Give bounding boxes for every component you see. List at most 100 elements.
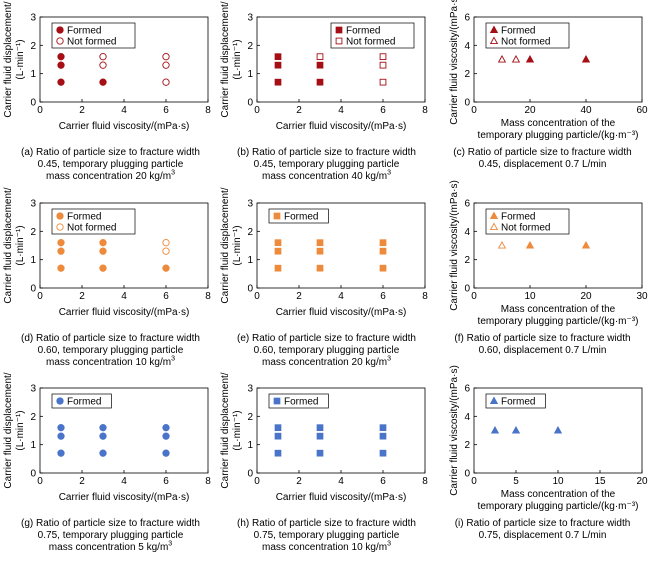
caption-superscript: 3	[387, 355, 391, 363]
legend-box	[485, 393, 546, 409]
data-point	[99, 449, 107, 457]
data-point	[316, 239, 324, 247]
chart-panel-f: 0 10 20 30 0 2 4 6 Mass concentration of thetemp…	[449, 180, 648, 327]
data-point	[57, 247, 65, 255]
plot-frame	[473, 16, 643, 103]
y-tick-label: 0	[247, 284, 253, 295]
chart-panel-g: 0 2 4 6 8 0 1 2 3 Carrier fluid viscosity/(mPa·s)…	[3, 372, 211, 503]
caption-line1: (g) Ratio of particle size to fracture w…	[21, 518, 200, 529]
x-tick-label: 0	[254, 105, 260, 116]
y-axis-label: Carrier fluid displacement/	[220, 372, 231, 488]
x-axis-label: Carrier fluid viscosity/(mPa·s)	[276, 307, 407, 318]
x-tick-label: 6	[380, 291, 386, 302]
data-point	[162, 449, 170, 457]
y-tick-label: 4	[464, 412, 470, 423]
y-tick-label: 4	[464, 227, 470, 238]
legend-box	[51, 393, 112, 409]
legend-label: Not formed	[67, 37, 116, 48]
legend-label: Formed	[67, 397, 101, 408]
caption-line3-text: mass concentration 10 kg/m	[46, 357, 172, 368]
x-axis-label: temporary plugging particle/(kg·m⁻³)	[478, 501, 639, 512]
y-axis-label: Carrier fluid viscosity/(mPa·s)	[449, 365, 460, 496]
data-point	[316, 78, 324, 86]
y-tick-label: 0	[30, 469, 36, 480]
x-axis-label: Carrier fluid viscosity/(mPa·s)	[59, 121, 190, 132]
y-tick-label: 3	[30, 13, 36, 24]
data-point	[525, 54, 535, 63]
data-point	[99, 432, 107, 440]
data-point	[99, 239, 107, 247]
data-point	[316, 432, 324, 440]
data-point	[99, 53, 107, 61]
legend-label: Formed	[284, 397, 318, 408]
x-tick-label: 4	[338, 105, 344, 116]
caption-superscript: 3	[387, 540, 391, 548]
caption-line2: 0.60, temporary plugging particle	[253, 345, 400, 356]
data-point	[316, 247, 324, 255]
caption-superscript: 3	[171, 355, 175, 363]
legend-label: Not formed	[501, 37, 550, 48]
x-tick-label: 0	[471, 105, 477, 116]
caption-line1: (a) Ratio of particle size to fracture w…	[21, 147, 200, 158]
caption-line2: 0.60, temporary plugging particle	[37, 345, 184, 356]
x-tick-label: 0	[471, 291, 477, 302]
data-point	[379, 53, 387, 61]
data-point	[379, 61, 387, 69]
caption-b: (b) Ratio of particle size to fracture w…	[219, 147, 434, 183]
chart-panel-e: 0 2 4 6 8 0 1 2 3 Carrier fluid viscosity/(mPa·s)…	[220, 187, 428, 318]
caption-f: (f) Ratio of particle size to fracture w…	[435, 333, 650, 357]
legend-box	[485, 208, 570, 235]
x-tick-label: 0	[471, 476, 477, 487]
data-point	[274, 53, 282, 61]
data-point	[379, 424, 387, 432]
legend-marker	[489, 222, 499, 231]
y-tick-label: 3	[247, 384, 253, 395]
y-tick-label: 2	[30, 227, 36, 238]
y-axis-label: Carrier fluid displacement/	[220, 187, 231, 303]
caption-superscript: 3	[387, 169, 391, 177]
y-tick-label: 6	[464, 199, 470, 210]
caption-line3: mass concentration 20 kg/m3	[219, 355, 434, 369]
caption-line2: 0.45, displacement 0.7 L/min	[478, 159, 607, 170]
y-tick-label: 0	[247, 469, 253, 480]
x-axis-label: Mass concentration of the	[501, 304, 616, 315]
caption-g: (g) Ratio of particle size to fracture w…	[3, 518, 218, 554]
caption-line2: 0.45, temporary plugging particle	[253, 159, 400, 170]
caption-c: (c) Ratio of particle size to fracture w…	[435, 147, 650, 171]
plot-frame	[473, 202, 643, 289]
x-tick-label: 6	[380, 105, 386, 116]
y-axis-label: Carrier fluid viscosity/(mPa·s)	[449, 0, 460, 125]
x-axis-label: temporary plugging particle/(kg·m⁻³)	[478, 130, 639, 141]
caption-line1: (i) Ratio of particle size to fracture w…	[454, 518, 631, 529]
legend-label: Not formed	[346, 37, 395, 48]
x-tick-label: 20	[524, 105, 536, 116]
y-tick-label: 2	[247, 41, 253, 52]
y-axis-label: Carrier fluid displacement/	[3, 372, 14, 488]
data-point	[99, 247, 107, 255]
caption-line1: (b) Ratio of particle size to fracture w…	[237, 147, 416, 158]
x-tick-label: 4	[338, 291, 344, 302]
legend-marker	[273, 212, 281, 220]
data-point	[274, 78, 282, 86]
x-axis-label: temporary plugging particle/(kg·m⁻³)	[478, 316, 639, 327]
data-point	[553, 425, 563, 434]
y-tick-label: 6	[464, 13, 470, 24]
legend-label: Formed	[67, 212, 101, 223]
data-point	[99, 424, 107, 432]
data-point	[162, 432, 170, 440]
data-point	[274, 432, 282, 440]
y-axis-label: (L·min⁻¹)	[232, 225, 243, 265]
x-tick-label: 4	[121, 291, 127, 302]
y-tick-label: 3	[247, 199, 253, 210]
x-tick-label: 2	[79, 105, 85, 116]
y-tick-label: 6	[464, 384, 470, 395]
legend: Formed	[51, 393, 112, 409]
caption-e: (e) Ratio of particle size to fracture w…	[219, 333, 434, 369]
x-axis-label: Carrier fluid viscosity/(mPa·s)	[59, 307, 190, 318]
legend-marker	[273, 397, 281, 405]
data-point	[162, 239, 170, 247]
x-tick-label: 2	[296, 476, 302, 487]
caption-line3: mass concentration 20 kg/m3	[3, 170, 218, 183]
